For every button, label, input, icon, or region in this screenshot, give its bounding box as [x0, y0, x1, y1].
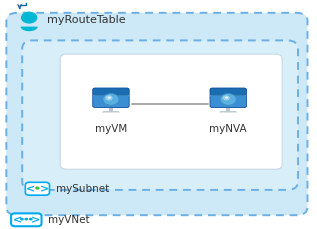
FancyBboxPatch shape	[109, 108, 113, 112]
Circle shape	[35, 187, 40, 190]
Text: >: >	[30, 214, 40, 224]
Circle shape	[223, 96, 230, 101]
Text: <: <	[13, 214, 22, 224]
FancyBboxPatch shape	[93, 96, 129, 108]
FancyBboxPatch shape	[22, 41, 298, 190]
Polygon shape	[102, 112, 120, 113]
Text: >: >	[40, 183, 49, 193]
Circle shape	[103, 94, 119, 106]
FancyBboxPatch shape	[226, 108, 230, 112]
FancyBboxPatch shape	[93, 89, 129, 96]
Circle shape	[105, 96, 113, 101]
FancyBboxPatch shape	[25, 183, 49, 195]
Polygon shape	[219, 112, 237, 113]
Polygon shape	[21, 27, 38, 32]
FancyBboxPatch shape	[210, 89, 247, 96]
Circle shape	[21, 13, 37, 25]
FancyBboxPatch shape	[210, 96, 247, 108]
Circle shape	[220, 94, 236, 106]
Text: myVNet: myVNet	[48, 214, 89, 224]
Circle shape	[225, 97, 228, 99]
Text: myNVA: myNVA	[210, 124, 247, 134]
Text: myVM: myVM	[95, 124, 127, 134]
Text: mySubnet: mySubnet	[56, 183, 109, 193]
Circle shape	[29, 218, 33, 221]
Circle shape	[20, 218, 24, 221]
Circle shape	[108, 97, 111, 99]
FancyBboxPatch shape	[60, 55, 282, 169]
Circle shape	[24, 218, 28, 221]
FancyBboxPatch shape	[11, 213, 42, 226]
Text: <: <	[26, 183, 35, 193]
FancyBboxPatch shape	[6, 14, 307, 215]
Text: myRouteTable: myRouteTable	[47, 14, 125, 25]
